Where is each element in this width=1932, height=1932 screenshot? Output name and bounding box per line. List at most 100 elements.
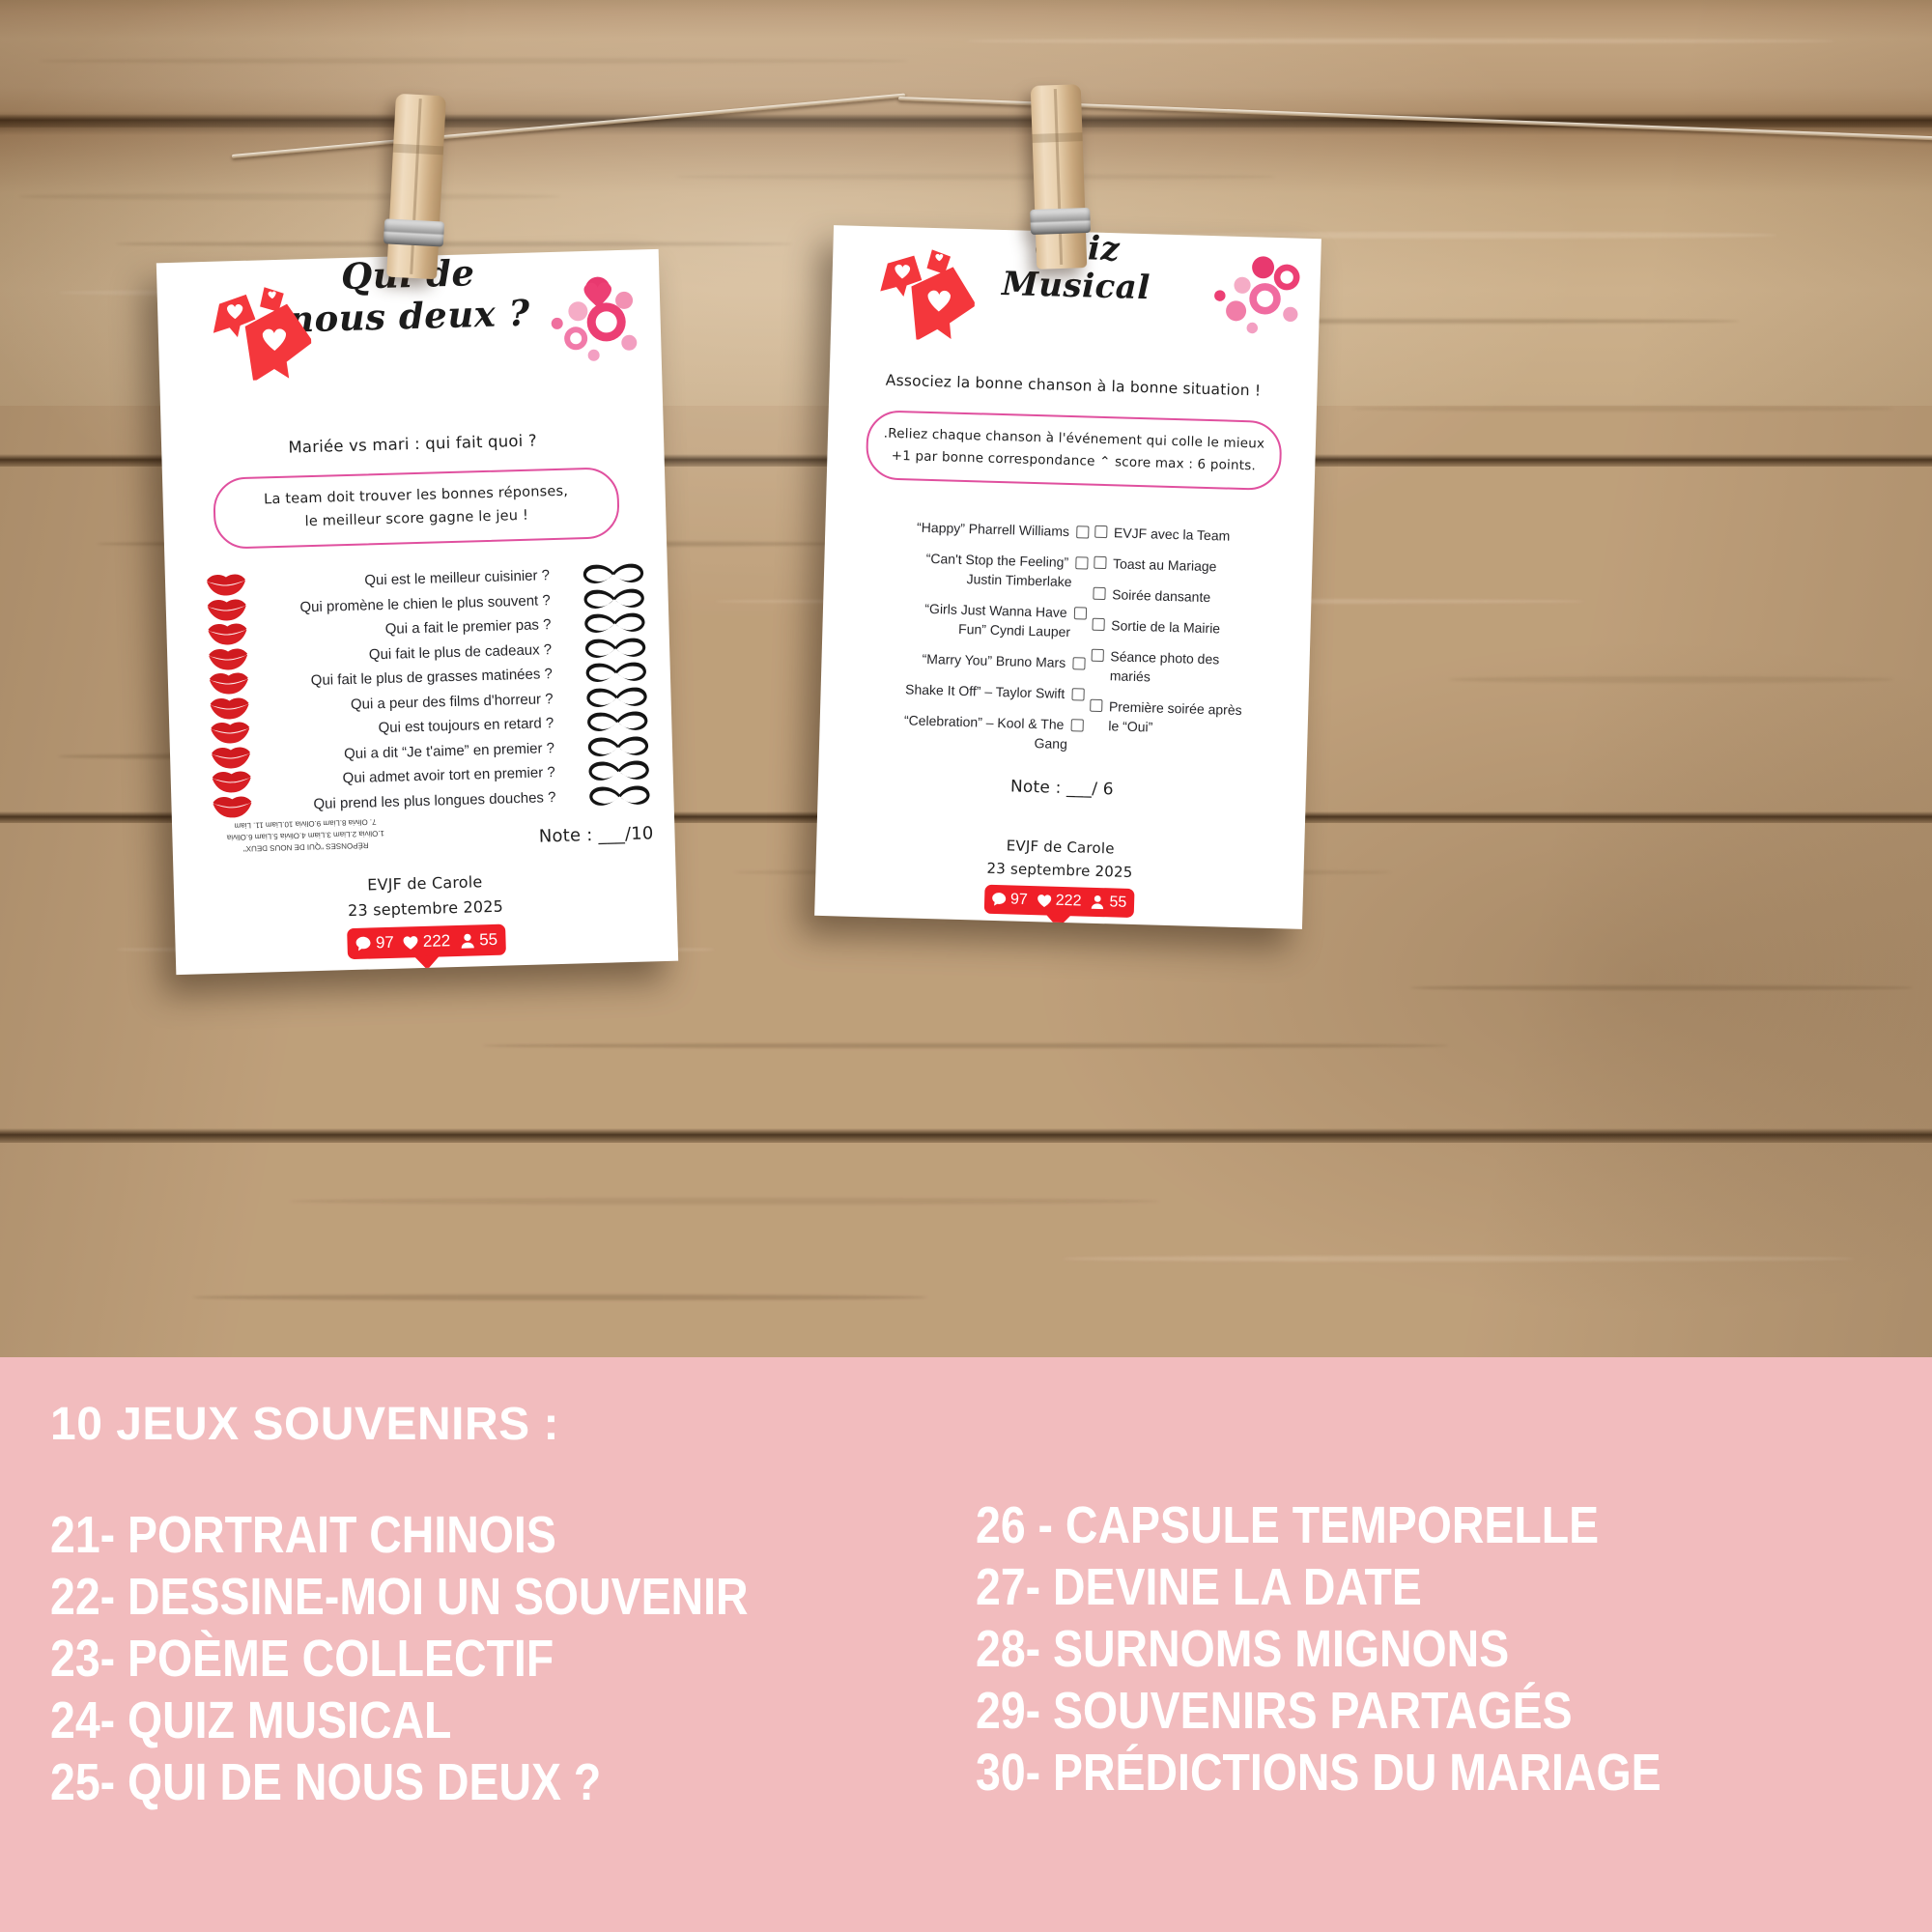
comment-bubble-icon (992, 893, 1007, 906)
card-right-match-grid: “Happy” Pharrell Williams “Can't Stop the… (819, 515, 1314, 772)
person-icon (461, 933, 474, 949)
lips-icon (212, 771, 251, 793)
hanging-string (231, 93, 906, 158)
lips-icon (208, 623, 247, 645)
banner-list-item: 21- PORTRAIT CHINOIS (50, 1506, 556, 1564)
banner-list-item: 27- DEVINE LA DATE (976, 1558, 1422, 1616)
song-title: “Marry You” Bruno Mars (922, 650, 1066, 670)
event-checkbox[interactable] (1093, 586, 1106, 601)
mustache-icon (586, 687, 647, 707)
lips-marker (209, 672, 250, 700)
question-row: Qui admet avoir tort en premier ? (170, 757, 673, 796)
event-label: EVJF avec la Team (1113, 525, 1231, 544)
event-item[interactable]: Première soirée après le “Oui” (1089, 696, 1308, 741)
event-label-cont: le “Oui” (1108, 718, 1153, 735)
song-title: “Girls Just Wanna Have (924, 600, 1067, 620)
banner-list-item: 25- QUI DE NOUS DEUX ? (50, 1753, 602, 1811)
badge-followers-count: 55 (478, 929, 498, 950)
event-column: EVJF avec la Team Toast au Mariage Soirée … (1082, 523, 1313, 772)
banner-list-item: 23- POÈME COLLECTIF (50, 1630, 554, 1688)
banner-list-item: 22- DESSINE-MOI UN SOUVENIR (50, 1568, 749, 1626)
lips-marker (209, 696, 250, 724)
mustache-marker (582, 562, 645, 592)
person-icon (1092, 895, 1104, 910)
question-row: Qui fait le plus de cadeaux ? (167, 634, 670, 672)
mustache-icon (584, 612, 645, 633)
event-item[interactable]: Séance photo des mariés (1091, 646, 1310, 691)
card-quiz-musical[interactable]: Quiz Musical Associez la bonne chanson à… (814, 225, 1321, 929)
song-item[interactable]: “Can't Stop the Feeling” Justin Timberlak… (841, 546, 1089, 591)
pink-banner: 10 JEUX SOUVENIRS : 21- PORTRAIT CHINOIS… (0, 1357, 1932, 1932)
mustache-icon (582, 563, 644, 584)
mustache-icon (587, 736, 649, 756)
song-title: “Celebration” – Kool & The (903, 712, 1065, 732)
event-checkbox[interactable] (1089, 698, 1103, 713)
event-checkbox[interactable] (1092, 617, 1105, 632)
lips-icon (211, 747, 251, 768)
song-item[interactable]: Shake It Off” – Taylor Swift (838, 677, 1085, 703)
banner-list-item: 29- SOUVENIRS PARTAGÉS (976, 1682, 1573, 1740)
song-title: “Happy” Pharrell Williams (916, 519, 1070, 540)
mustache-marker (582, 587, 645, 617)
card-left-question-list: Qui est le meilleur cuisinier ? Qui promè… (165, 560, 674, 820)
event-checkbox[interactable] (1091, 648, 1104, 663)
event-checkbox[interactable] (1093, 555, 1107, 570)
clothespin-spring (1030, 207, 1092, 236)
song-checkbox[interactable] (1074, 556, 1089, 570)
song-title: Shake It Off” – Taylor Swift (904, 681, 1065, 701)
pink-bubbles-decoration-icon (1214, 256, 1300, 334)
song-checkbox[interactable] (1071, 688, 1085, 701)
song-item[interactable]: “Celebration” – Kool & The Gang (837, 708, 1084, 753)
song-item[interactable]: “Girls Just Wanna Have Fun” Cyndi Lauper (839, 596, 1087, 641)
lips-icon (210, 697, 249, 719)
card-left-instagram-badge: 97 222 55 (347, 923, 506, 971)
card-left-answers: RÉPONSES "QUI DE NOUS DEUX" 1.Olivia 2.L… (189, 814, 422, 856)
mustache-marker (583, 611, 646, 641)
lips-icon (209, 672, 248, 695)
lips-icon (207, 599, 246, 621)
question-row: Qui a dit “Je t'aime” en premier ? (170, 732, 673, 771)
badge-tail (413, 955, 440, 971)
badge-followers: 55 (459, 930, 497, 951)
song-title: “Can't Stop the Feeling” (925, 550, 1069, 571)
song-item[interactable]: “Happy” Pharrell Williams (842, 515, 1090, 541)
clothespin-notch (1032, 132, 1083, 143)
banner-column-right: 26 - CAPSULE TEMPORELLE 27- DEVINE LA DAT… (976, 1494, 1773, 1804)
banner-column-left: 21- PORTRAIT CHINOIS 22- DESSINE-MOI UN S… (50, 1504, 862, 1813)
comment-bubble-icon (355, 936, 371, 951)
card-right-rule-box: .Reliez chaque chanson à l'événement qui… (865, 410, 1283, 492)
song-checkbox[interactable] (1075, 526, 1090, 539)
banner-list-item: 26 - CAPSULE TEMPORELLE (976, 1496, 1600, 1554)
card-left-rule-box: La team doit trouver les bonnes réponses… (213, 467, 620, 550)
event-item[interactable]: Sortie de la Mairie (1092, 615, 1311, 640)
question-row: Qui a peur des films d'horreur ? (168, 683, 671, 722)
event-item[interactable]: EVJF avec la Team (1094, 523, 1314, 548)
mustache-icon (587, 711, 648, 731)
wood-background-scene: Qui de nous deux ? Mariée vs mari : qui … (0, 0, 1932, 1357)
mustache-marker (584, 637, 647, 667)
mustache-marker (587, 735, 650, 765)
song-checkbox[interactable] (1073, 607, 1087, 620)
song-checkbox[interactable] (1070, 719, 1084, 732)
clothespin-right (1030, 84, 1092, 270)
event-item[interactable]: Toast au Mariage (1093, 554, 1313, 579)
card-right-subtitle: Associez la bonne chanson à la bonne sit… (885, 371, 1262, 400)
badge-tail (1045, 914, 1071, 929)
event-item[interactable]: Soirée dansante (1093, 584, 1312, 610)
card-qui-de-nous-deux[interactable]: Qui de nous deux ? Mariée vs mari : qui … (156, 248, 679, 976)
badge-followers: 55 (1090, 894, 1126, 912)
question-row: Qui est toujours en retard ? (169, 708, 672, 747)
mustache-icon (589, 785, 650, 806)
banner-heading: 10 JEUX SOUVENIRS : (50, 1399, 559, 1450)
card-left-subtitle: Mariée vs mari : qui fait quoi ? (288, 431, 538, 457)
event-label: Toast au Mariage (1112, 555, 1217, 575)
mustache-icon (585, 662, 646, 682)
heart-icon (1037, 895, 1051, 907)
song-checkbox[interactable] (1072, 657, 1086, 670)
badge-followers-count: 55 (1109, 894, 1127, 911)
event-checkbox[interactable] (1094, 525, 1108, 539)
song-column: “Happy” Pharrell Williams “Can't Stop the… (819, 515, 1090, 766)
song-item[interactable]: “Marry You” Bruno Mars (838, 646, 1086, 672)
mustache-marker (588, 784, 651, 814)
badge-comments: 97 (355, 933, 394, 953)
